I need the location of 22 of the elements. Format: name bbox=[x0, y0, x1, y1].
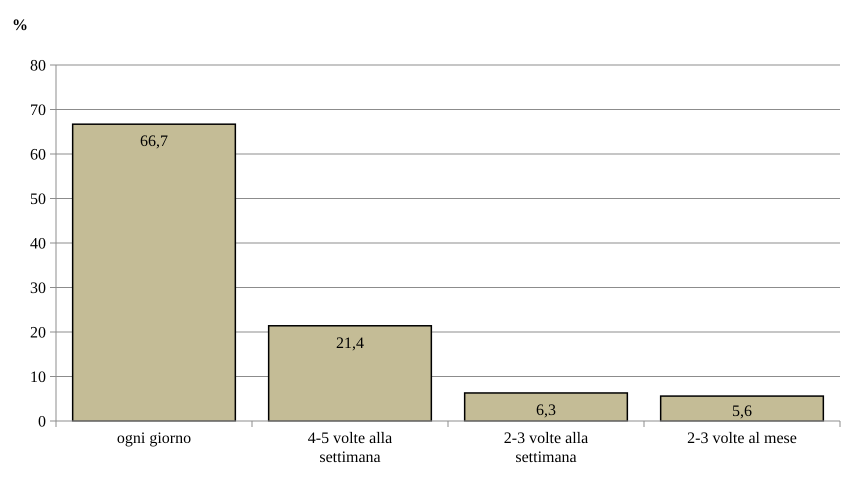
y-tick-label: 50 bbox=[30, 191, 46, 208]
y-tick-label: 30 bbox=[30, 280, 46, 298]
bar bbox=[268, 325, 432, 422]
y-tick-label: 40 bbox=[30, 236, 46, 253]
x-tick-label: 2-3 volte alla settimana bbox=[504, 430, 588, 466]
x-tick-label: 4-5 volte alla settimana bbox=[308, 430, 392, 466]
bar bbox=[72, 123, 236, 422]
data-label: 21,4 bbox=[336, 334, 364, 352]
y-axis-title: % bbox=[12, 17, 28, 34]
y-tick-label: 60 bbox=[30, 146, 46, 164]
data-label: 5,6 bbox=[732, 403, 752, 420]
data-label: 6,3 bbox=[536, 402, 556, 419]
x-tick-label: 2-3 volte al mese bbox=[687, 430, 797, 447]
y-tick-label: 80 bbox=[30, 58, 46, 75]
bar bbox=[660, 395, 824, 422]
y-tick-label: 0 bbox=[38, 414, 46, 431]
data-label: 66,7 bbox=[140, 133, 168, 150]
y-tick-label: 20 bbox=[30, 324, 46, 342]
y-tick-label: 10 bbox=[30, 369, 46, 386]
y-tick-label: 70 bbox=[30, 102, 46, 120]
bar bbox=[464, 392, 628, 422]
x-tick-label: ogni giorno bbox=[116, 430, 192, 447]
